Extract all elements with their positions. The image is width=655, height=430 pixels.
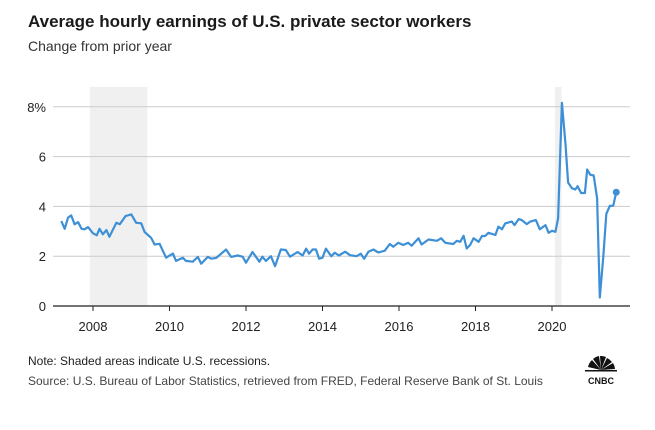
x-tick-label: 2010 xyxy=(155,319,184,334)
chart-subtitle: Change from prior year xyxy=(28,38,172,54)
y-tick-label: 2 xyxy=(39,249,46,264)
x-tick-label: 2012 xyxy=(232,319,261,334)
cnbc-logo: CNBC xyxy=(585,355,617,386)
x-tick-label: 2008 xyxy=(79,319,108,334)
series-line xyxy=(60,101,618,299)
y-tick-label: 0 xyxy=(39,299,46,314)
chart-source: Source: U.S. Bureau of Labor Statistics,… xyxy=(28,374,543,388)
x-tick-label: 2020 xyxy=(538,319,567,334)
chart-title: Average hourly earnings of U.S. private … xyxy=(28,12,472,31)
last-point-marker xyxy=(612,188,620,196)
recession-band xyxy=(89,86,148,307)
svg-text:CNBC: CNBC xyxy=(588,376,614,386)
chart-note: Note: Shaded areas indicate U.S. recessi… xyxy=(28,354,271,368)
y-tick-label: 6 xyxy=(39,150,46,165)
y-tick-label: 8% xyxy=(27,100,46,115)
line-chart: 0 2 4 6 8% 2008 2010 2012 2014 2016 2018 2020 xyxy=(27,86,630,334)
x-tick-label: 2018 xyxy=(461,319,490,334)
x-tick-label: 2014 xyxy=(308,319,337,334)
y-tick-label: 4 xyxy=(39,199,46,214)
x-tick-label: 2016 xyxy=(385,319,414,334)
